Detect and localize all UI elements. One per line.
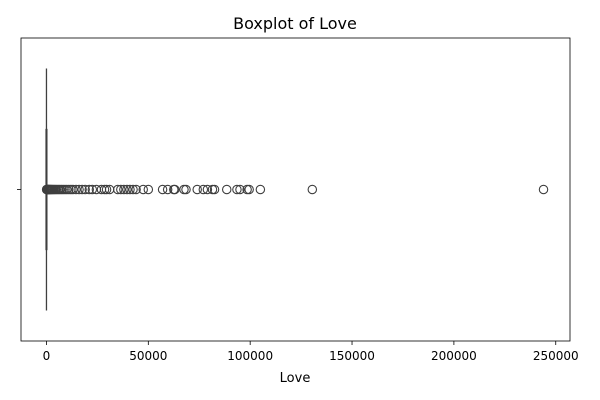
chart-title: Boxplot of Love (233, 14, 357, 33)
outlier-point (198, 184, 209, 195)
outlier-point (77, 184, 87, 195)
outlier-point (119, 184, 129, 195)
outlier-point (122, 184, 132, 195)
outlier-point (192, 184, 202, 195)
outlier-point (307, 184, 318, 195)
plot-frame (20, 37, 571, 342)
outlier-point (207, 184, 218, 195)
outlier-point (87, 184, 98, 195)
outlier-point (71, 184, 81, 195)
outlier-point (125, 184, 135, 195)
x-axis-ticks: 0 50000 100000 150000 200000 250000 (43, 341, 579, 363)
outlier-point (235, 184, 245, 195)
outlier-point (209, 184, 220, 195)
x-tick-label: 50000 (129, 349, 167, 363)
x-tick-label: 150000 (329, 349, 375, 363)
outlier-point (221, 184, 232, 195)
outlier-point (80, 184, 90, 195)
outlier-point (143, 184, 154, 195)
outlier-point (74, 184, 84, 195)
outlier-point (128, 184, 138, 195)
outlier-points (41, 184, 549, 195)
outlier-point (244, 184, 254, 195)
outlier-point (179, 184, 189, 195)
outlier-point (538, 184, 549, 195)
outlier-point (116, 184, 126, 195)
outlier-point (84, 184, 94, 195)
x-tick-label: 250000 (533, 349, 579, 363)
outlier-point (255, 184, 266, 195)
x-tick-label: 100000 (227, 349, 273, 363)
x-axis-label: Love (280, 371, 311, 386)
outlier-point (162, 184, 173, 195)
x-tick-label: 200000 (431, 349, 477, 363)
outlier-point (138, 184, 148, 195)
x-tick-label: 0 (43, 349, 51, 363)
outlier-point (232, 184, 242, 195)
outlier-point (68, 184, 78, 195)
outlier-point (181, 184, 191, 195)
outlier-point (170, 184, 180, 195)
outlier-point (101, 184, 112, 195)
outlier-point (131, 184, 141, 195)
outlier-point (202, 184, 213, 195)
outlier-point (157, 184, 168, 195)
outlier-point (113, 184, 123, 195)
